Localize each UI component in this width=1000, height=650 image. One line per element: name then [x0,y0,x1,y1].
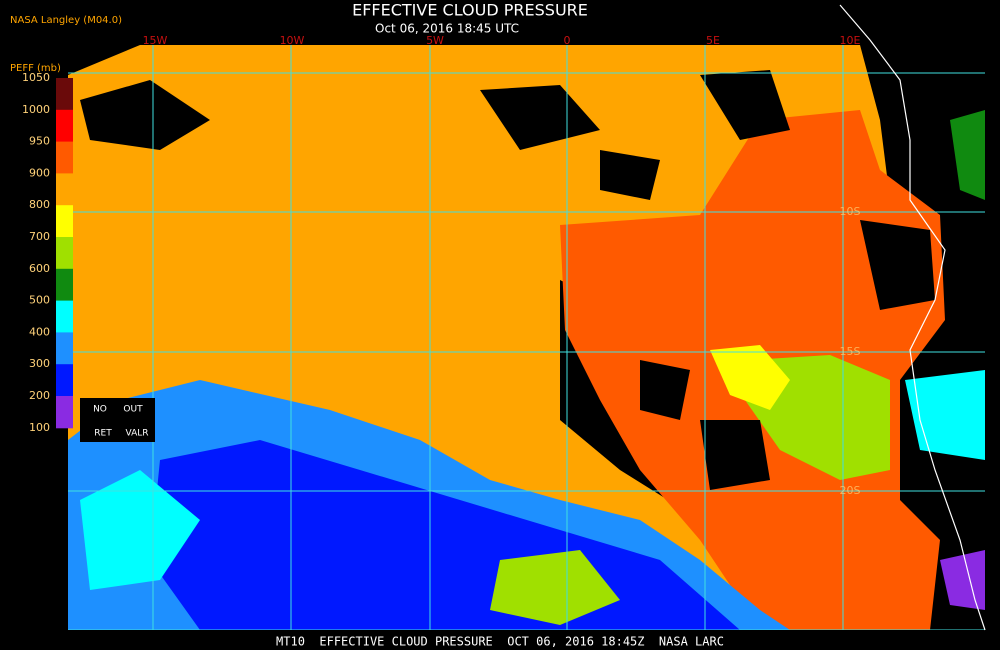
legend-label: 600 [29,262,50,275]
legend-swatch [56,300,73,333]
legend-swatch [56,332,73,365]
legend-label: 700 [29,230,50,243]
legend-label: 400 [29,325,50,338]
legend-label: 800 [29,198,50,211]
legend-swatch [56,109,73,143]
title: EFFECTIVE CLOUD PRESSURE [352,1,588,20]
legend-label: 950 [29,135,50,148]
legend-swatch [56,141,73,174]
satellite-image [68,45,985,630]
flag-box [80,398,155,442]
coastline [839,4,986,631]
legend: 1050 1000 950 900 800 700 600 500 400 300 200 100 [22,71,73,434]
legend-swatch [56,268,73,302]
footer: MT10 EFFECTIVE CLOUD PRESSURE OCT 06, 20… [276,635,724,649]
longitude-label: 5E [706,34,720,47]
legend-flag: RET [94,429,112,439]
latitude-labels: 10S 15S 20S [840,205,861,497]
legend-label: 100 [29,421,50,434]
legend-swatch [56,78,73,111]
legend-swatch [56,205,73,238]
legend-label: 500 [29,294,50,307]
legend-flags: NO OUT RET VALR [93,405,148,439]
longitude-label: 10E [840,34,861,47]
cloud-cyan [80,470,200,590]
legend-label: 900 [29,166,50,179]
land-green [950,110,985,200]
legend-label: 300 [29,357,50,370]
graticule [68,45,985,630]
longitude-label: 10W [280,34,305,47]
longitude-labels: 15W 10W 5W 0 5E 10E [143,34,861,47]
legend-swatch [56,173,73,206]
cloud-green-south [490,550,620,625]
legend-label: 200 [29,389,50,402]
legend-label: 1050 [22,71,50,84]
latitude-label: 15S [840,345,861,358]
longitude-label: 15W [143,34,168,47]
longitude-label: 5W [426,34,444,47]
legend-flag: OUT [123,405,143,415]
legend-swatch [56,396,73,429]
legend-swatch [56,364,73,397]
latitude-label: 20S [840,484,861,497]
longitude-label: 0 [564,34,571,47]
mid-cloud-yellow [710,345,790,410]
source-label: NASA Langley (M04.0) [10,15,122,26]
clear-patches [80,70,935,490]
latitude-label: 10S [840,205,861,218]
legend-label: 1000 [22,103,50,116]
legend-title: PEFF (mb) [10,63,61,74]
subtitle: Oct 06, 2016 18:45 UTC [375,22,519,36]
legend-flag: VALR [125,429,148,439]
legend-flag: NO [93,405,107,415]
legend-swatch [56,237,73,270]
